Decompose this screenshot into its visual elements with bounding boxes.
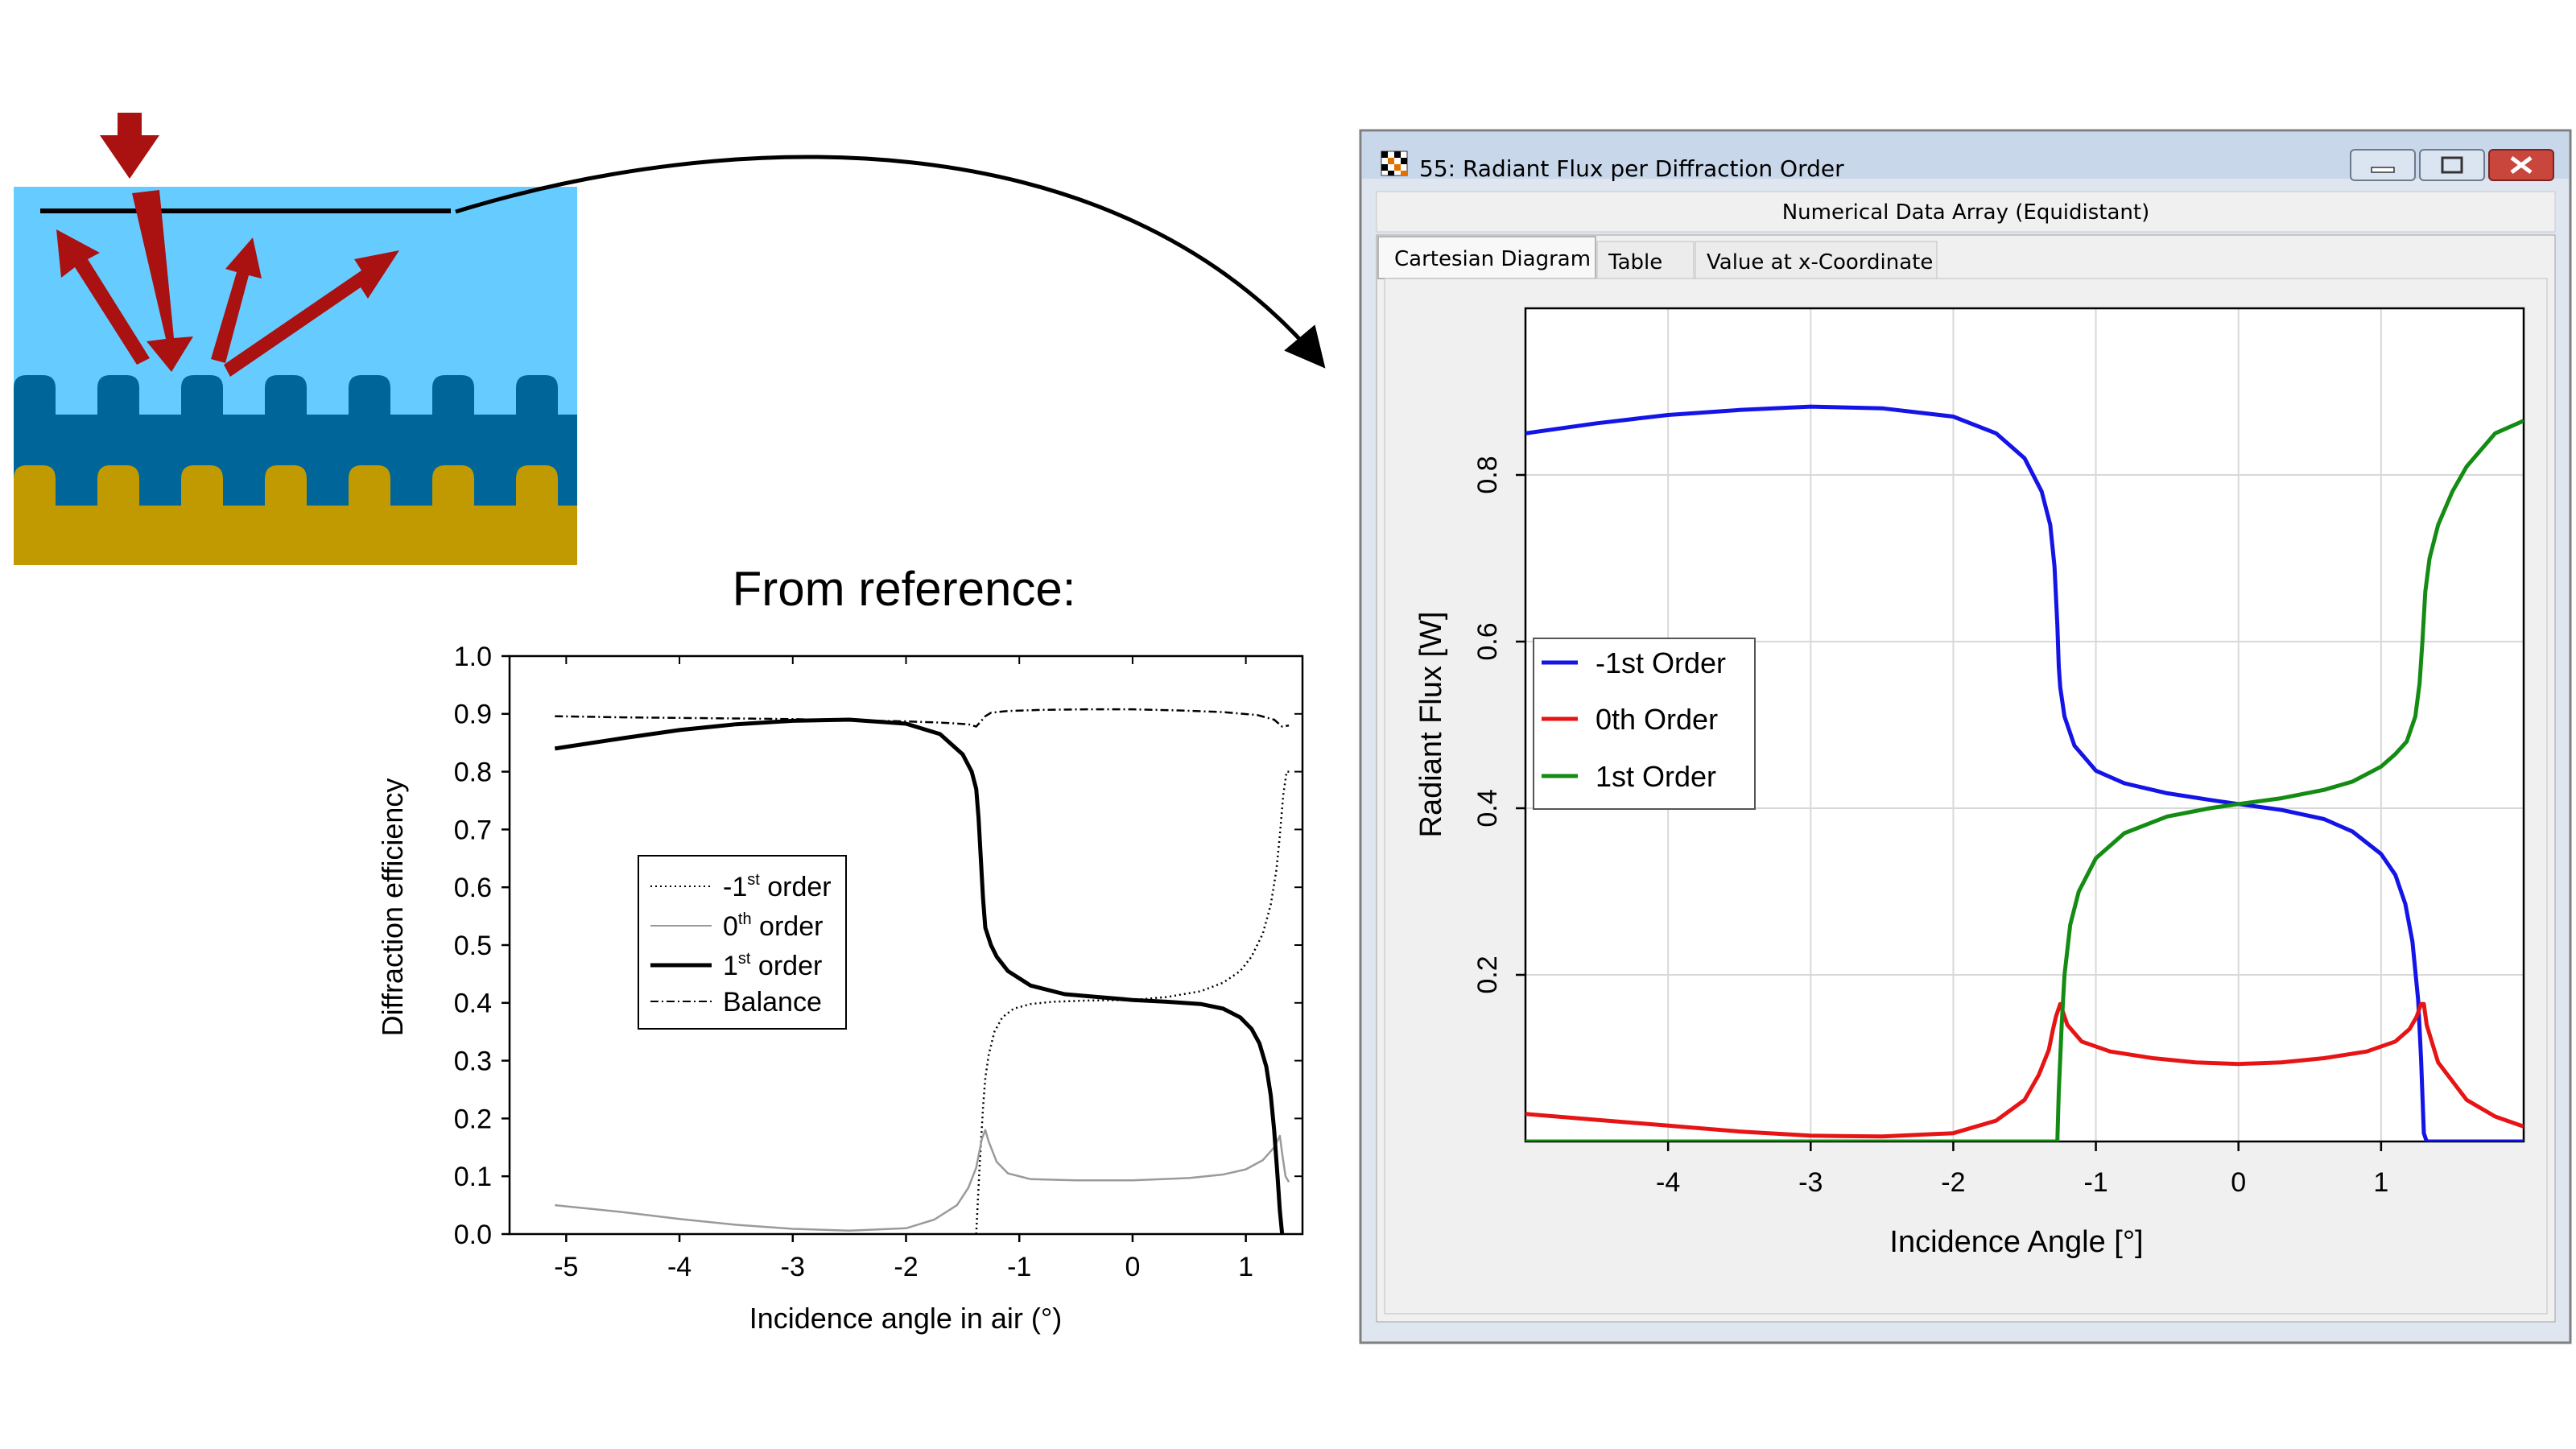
reference-legend-entry: 0th order: [723, 910, 823, 942]
x-tick-label: -3: [781, 1252, 805, 1282]
y-tick-label: 0.7: [454, 815, 492, 845]
x-tick-label: -1: [2083, 1167, 2107, 1198]
y-tick-label: 0.6: [454, 873, 492, 903]
reference-ticks: -5 -4 -3 -2 -1 0 1 0.0 0.1 0.2 0.3 0.4 0.5 0.6 0.7 0.8 0…: [454, 642, 1302, 1282]
maximize-icon: [2441, 156, 2463, 174]
vl-ticks: -4 -3 -2 -1 0 1 0.2 0.4 0.6 0.8: [1472, 456, 2388, 1198]
series-line-1: [1525, 1001, 2524, 1139]
reference-legend: -1st order 0th order 1st order Balance: [638, 855, 847, 1030]
reference-series: [554, 708, 1291, 1234]
app-icon: [1381, 151, 1408, 176]
series-line-1: [555, 1129, 1290, 1232]
series-line-0: [1525, 404, 2524, 1141]
vl-legend-box: [1533, 638, 1756, 810]
y-tick-label: 0.4: [454, 989, 492, 1019]
x-tick-label: 1: [1238, 1252, 1253, 1282]
y-tick-label: 0.0: [454, 1220, 492, 1250]
x-tick-label: -3: [1798, 1167, 1823, 1198]
series-line-3: [555, 708, 1290, 728]
vl-chart: -4 -3 -2 -1 0 1 0.2 0.4 0.6 0.8 Incidence Angle […: [1414, 307, 2525, 1259]
substrate-layer: [14, 465, 577, 565]
reference-legend-entry: -1st order: [723, 871, 832, 902]
x-tick-label: -1: [1007, 1252, 1031, 1282]
x-tick-label: 0: [1125, 1252, 1140, 1282]
diffracted-arrow-plus-icon: [224, 250, 399, 377]
vl-legend-entry: -1st Order: [1596, 646, 1726, 679]
x-tick-label: -2: [1941, 1167, 1965, 1198]
y-tick-label: 0.2: [454, 1104, 492, 1134]
diffracted-arrow-zero-icon: [211, 237, 262, 363]
x-tick-label: -5: [554, 1252, 578, 1282]
y-tick-label: 0.8: [1472, 456, 1503, 493]
reference-heading: From reference:: [733, 562, 1076, 616]
tab-value-at-x-coordinate[interactable]: Value at x-Coordinate: [1695, 241, 1938, 279]
x-tick-label: 0: [2231, 1167, 2246, 1198]
maximize-button[interactable]: [2419, 149, 2485, 181]
y-tick-label: 1.0: [454, 642, 492, 672]
tab-label: Value at x-Coordinate: [1707, 250, 1933, 275]
x-tick-label: 1: [2373, 1167, 2388, 1198]
vl-x-axis-label: Incidence Angle [°]: [1889, 1225, 2143, 1259]
vl-legend-entry: 0th Order: [1596, 703, 1718, 736]
incident-top-arrow-icon: [100, 113, 159, 179]
reference-legend-entry: Balance: [723, 987, 822, 1018]
y-tick-label: 0.1: [454, 1162, 492, 1192]
y-tick-label: 0.4: [1472, 789, 1503, 827]
y-tick-label: 0.5: [454, 931, 492, 961]
window-title: 55: Radiant Flux per Diffraction Order: [1419, 155, 1844, 182]
incident-beam-arrow-icon: [132, 190, 193, 372]
minimize-button[interactable]: [2350, 149, 2416, 181]
reference-y-axis-label: Diffraction efficiency: [376, 778, 409, 1037]
close-icon: [2510, 156, 2533, 174]
y-tick-label: 0.8: [454, 758, 492, 788]
beam-arrows: [56, 113, 399, 377]
subtitle-bar: [1376, 191, 2556, 233]
reference-legend-box: [638, 855, 847, 1030]
x-tick-label: -4: [667, 1252, 691, 1282]
window-subtitle: Numerical Data Array (Equidistant): [1782, 200, 2150, 225]
x-tick-label: -2: [894, 1252, 918, 1282]
diffracted-arrow-minus-icon: [56, 229, 150, 365]
series-line-2: [1525, 419, 2524, 1141]
tab-label: Cartesian Diagram: [1394, 247, 1591, 271]
tab-table[interactable]: Table: [1596, 241, 1695, 279]
x-tick-label: -4: [1656, 1167, 1680, 1198]
grating-illustration: [14, 113, 577, 565]
minimize-icon: [2371, 167, 2395, 173]
y-tick-label: 0.9: [454, 700, 492, 730]
vl-series: [1525, 404, 2524, 1141]
vl-y-axis-label: Radiant Flux [W]: [1414, 612, 1448, 838]
y-tick-label: 0.2: [1472, 956, 1503, 993]
y-tick-label: 0.6: [1472, 622, 1503, 660]
tab-label: Table: [1608, 250, 1662, 275]
vl-legend: -1st Order 0th Order 1st Order: [1533, 638, 1756, 810]
vl-legend-entry: 1st Order: [1596, 760, 1716, 793]
reference-x-axis-label: Incidence angle in air (°): [749, 1302, 1063, 1335]
reference-legend-entry: 1st order: [723, 950, 822, 981]
reference-plot-frame: [508, 654, 1304, 1236]
tab-cartesian-diagram[interactable]: Cartesian Diagram: [1377, 236, 1596, 279]
y-tick-label: 0.3: [454, 1046, 492, 1077]
connector-arrow: [455, 155, 1326, 369]
close-button[interactable]: [2488, 149, 2554, 181]
reference-chart: -5 -4 -3 -2 -1 0 1 0.0 0.1 0.2 0.3 0.4 0.5 0.6 0.7 0.8 0…: [376, 642, 1304, 1335]
